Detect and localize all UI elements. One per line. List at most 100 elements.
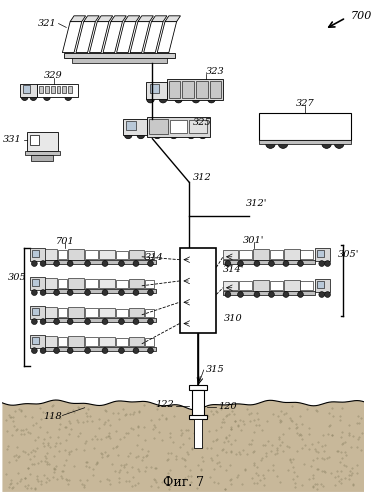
Bar: [33, 250, 39, 257]
Bar: [189, 386, 206, 390]
Text: 312: 312: [193, 173, 212, 182]
Circle shape: [133, 348, 139, 354]
Polygon shape: [151, 16, 167, 22]
Bar: [30, 248, 45, 260]
Circle shape: [269, 292, 275, 298]
Circle shape: [175, 95, 183, 103]
Circle shape: [124, 131, 132, 138]
Bar: [99, 308, 115, 317]
Text: 305: 305: [7, 272, 26, 281]
Polygon shape: [111, 16, 126, 22]
Text: 331: 331: [3, 135, 22, 144]
Bar: [189, 414, 206, 420]
Bar: [68, 86, 72, 93]
Circle shape: [148, 318, 153, 324]
Bar: [223, 250, 237, 258]
Polygon shape: [89, 22, 109, 52]
Circle shape: [119, 348, 124, 354]
Circle shape: [319, 260, 325, 266]
Circle shape: [31, 290, 37, 296]
Bar: [147, 118, 209, 137]
Bar: [129, 250, 144, 258]
Bar: [58, 250, 67, 258]
Bar: [194, 420, 202, 448]
Bar: [239, 250, 252, 258]
Bar: [45, 347, 156, 350]
Polygon shape: [97, 16, 113, 22]
Bar: [116, 338, 128, 346]
Bar: [58, 337, 67, 346]
Bar: [192, 390, 204, 417]
Bar: [145, 251, 154, 258]
Circle shape: [40, 348, 46, 354]
Bar: [196, 80, 208, 98]
Circle shape: [170, 131, 178, 138]
Circle shape: [278, 138, 288, 148]
Text: 314': 314': [223, 265, 245, 274]
Circle shape: [31, 348, 37, 354]
Bar: [45, 318, 156, 322]
Circle shape: [225, 292, 231, 298]
Bar: [253, 249, 269, 260]
Polygon shape: [103, 22, 122, 52]
Polygon shape: [2, 400, 364, 492]
Bar: [56, 86, 61, 93]
Circle shape: [237, 292, 243, 298]
Bar: [45, 336, 56, 347]
Circle shape: [147, 95, 154, 103]
Bar: [62, 86, 66, 93]
Circle shape: [54, 318, 59, 324]
Bar: [30, 277, 45, 289]
Bar: [23, 86, 30, 93]
Text: 321: 321: [38, 19, 56, 28]
Circle shape: [119, 260, 124, 266]
Bar: [223, 290, 315, 294]
Bar: [85, 279, 98, 287]
Bar: [145, 82, 167, 99]
Polygon shape: [70, 16, 86, 22]
Bar: [68, 307, 84, 318]
Circle shape: [54, 348, 59, 354]
Circle shape: [30, 94, 37, 100]
Text: 301': 301': [243, 236, 265, 245]
Circle shape: [31, 318, 37, 324]
Bar: [209, 80, 221, 98]
Text: 120: 120: [218, 402, 237, 411]
Bar: [68, 278, 84, 288]
Circle shape: [40, 290, 46, 296]
Text: 310: 310: [224, 314, 243, 323]
Bar: [45, 288, 156, 292]
Bar: [85, 308, 98, 317]
Circle shape: [159, 95, 167, 103]
Polygon shape: [117, 22, 136, 52]
Bar: [189, 120, 206, 133]
Bar: [180, 248, 216, 333]
Bar: [284, 249, 300, 260]
Bar: [259, 140, 351, 143]
Bar: [148, 120, 168, 134]
Circle shape: [254, 292, 260, 298]
Bar: [30, 135, 39, 144]
Bar: [129, 308, 144, 317]
Bar: [68, 249, 84, 260]
Bar: [31, 155, 53, 161]
Bar: [99, 279, 115, 287]
Bar: [300, 250, 313, 258]
Circle shape: [54, 260, 59, 266]
Bar: [33, 308, 39, 315]
Circle shape: [283, 292, 289, 298]
Bar: [259, 112, 351, 140]
Polygon shape: [144, 22, 163, 52]
Circle shape: [119, 290, 124, 296]
Bar: [300, 281, 313, 289]
Circle shape: [254, 260, 260, 266]
Text: 701: 701: [56, 237, 75, 246]
Bar: [27, 132, 58, 152]
Bar: [317, 250, 324, 257]
Circle shape: [67, 290, 73, 296]
Bar: [85, 250, 98, 258]
Circle shape: [102, 290, 108, 296]
Bar: [123, 120, 147, 135]
Circle shape: [283, 260, 289, 266]
Circle shape: [237, 260, 243, 266]
